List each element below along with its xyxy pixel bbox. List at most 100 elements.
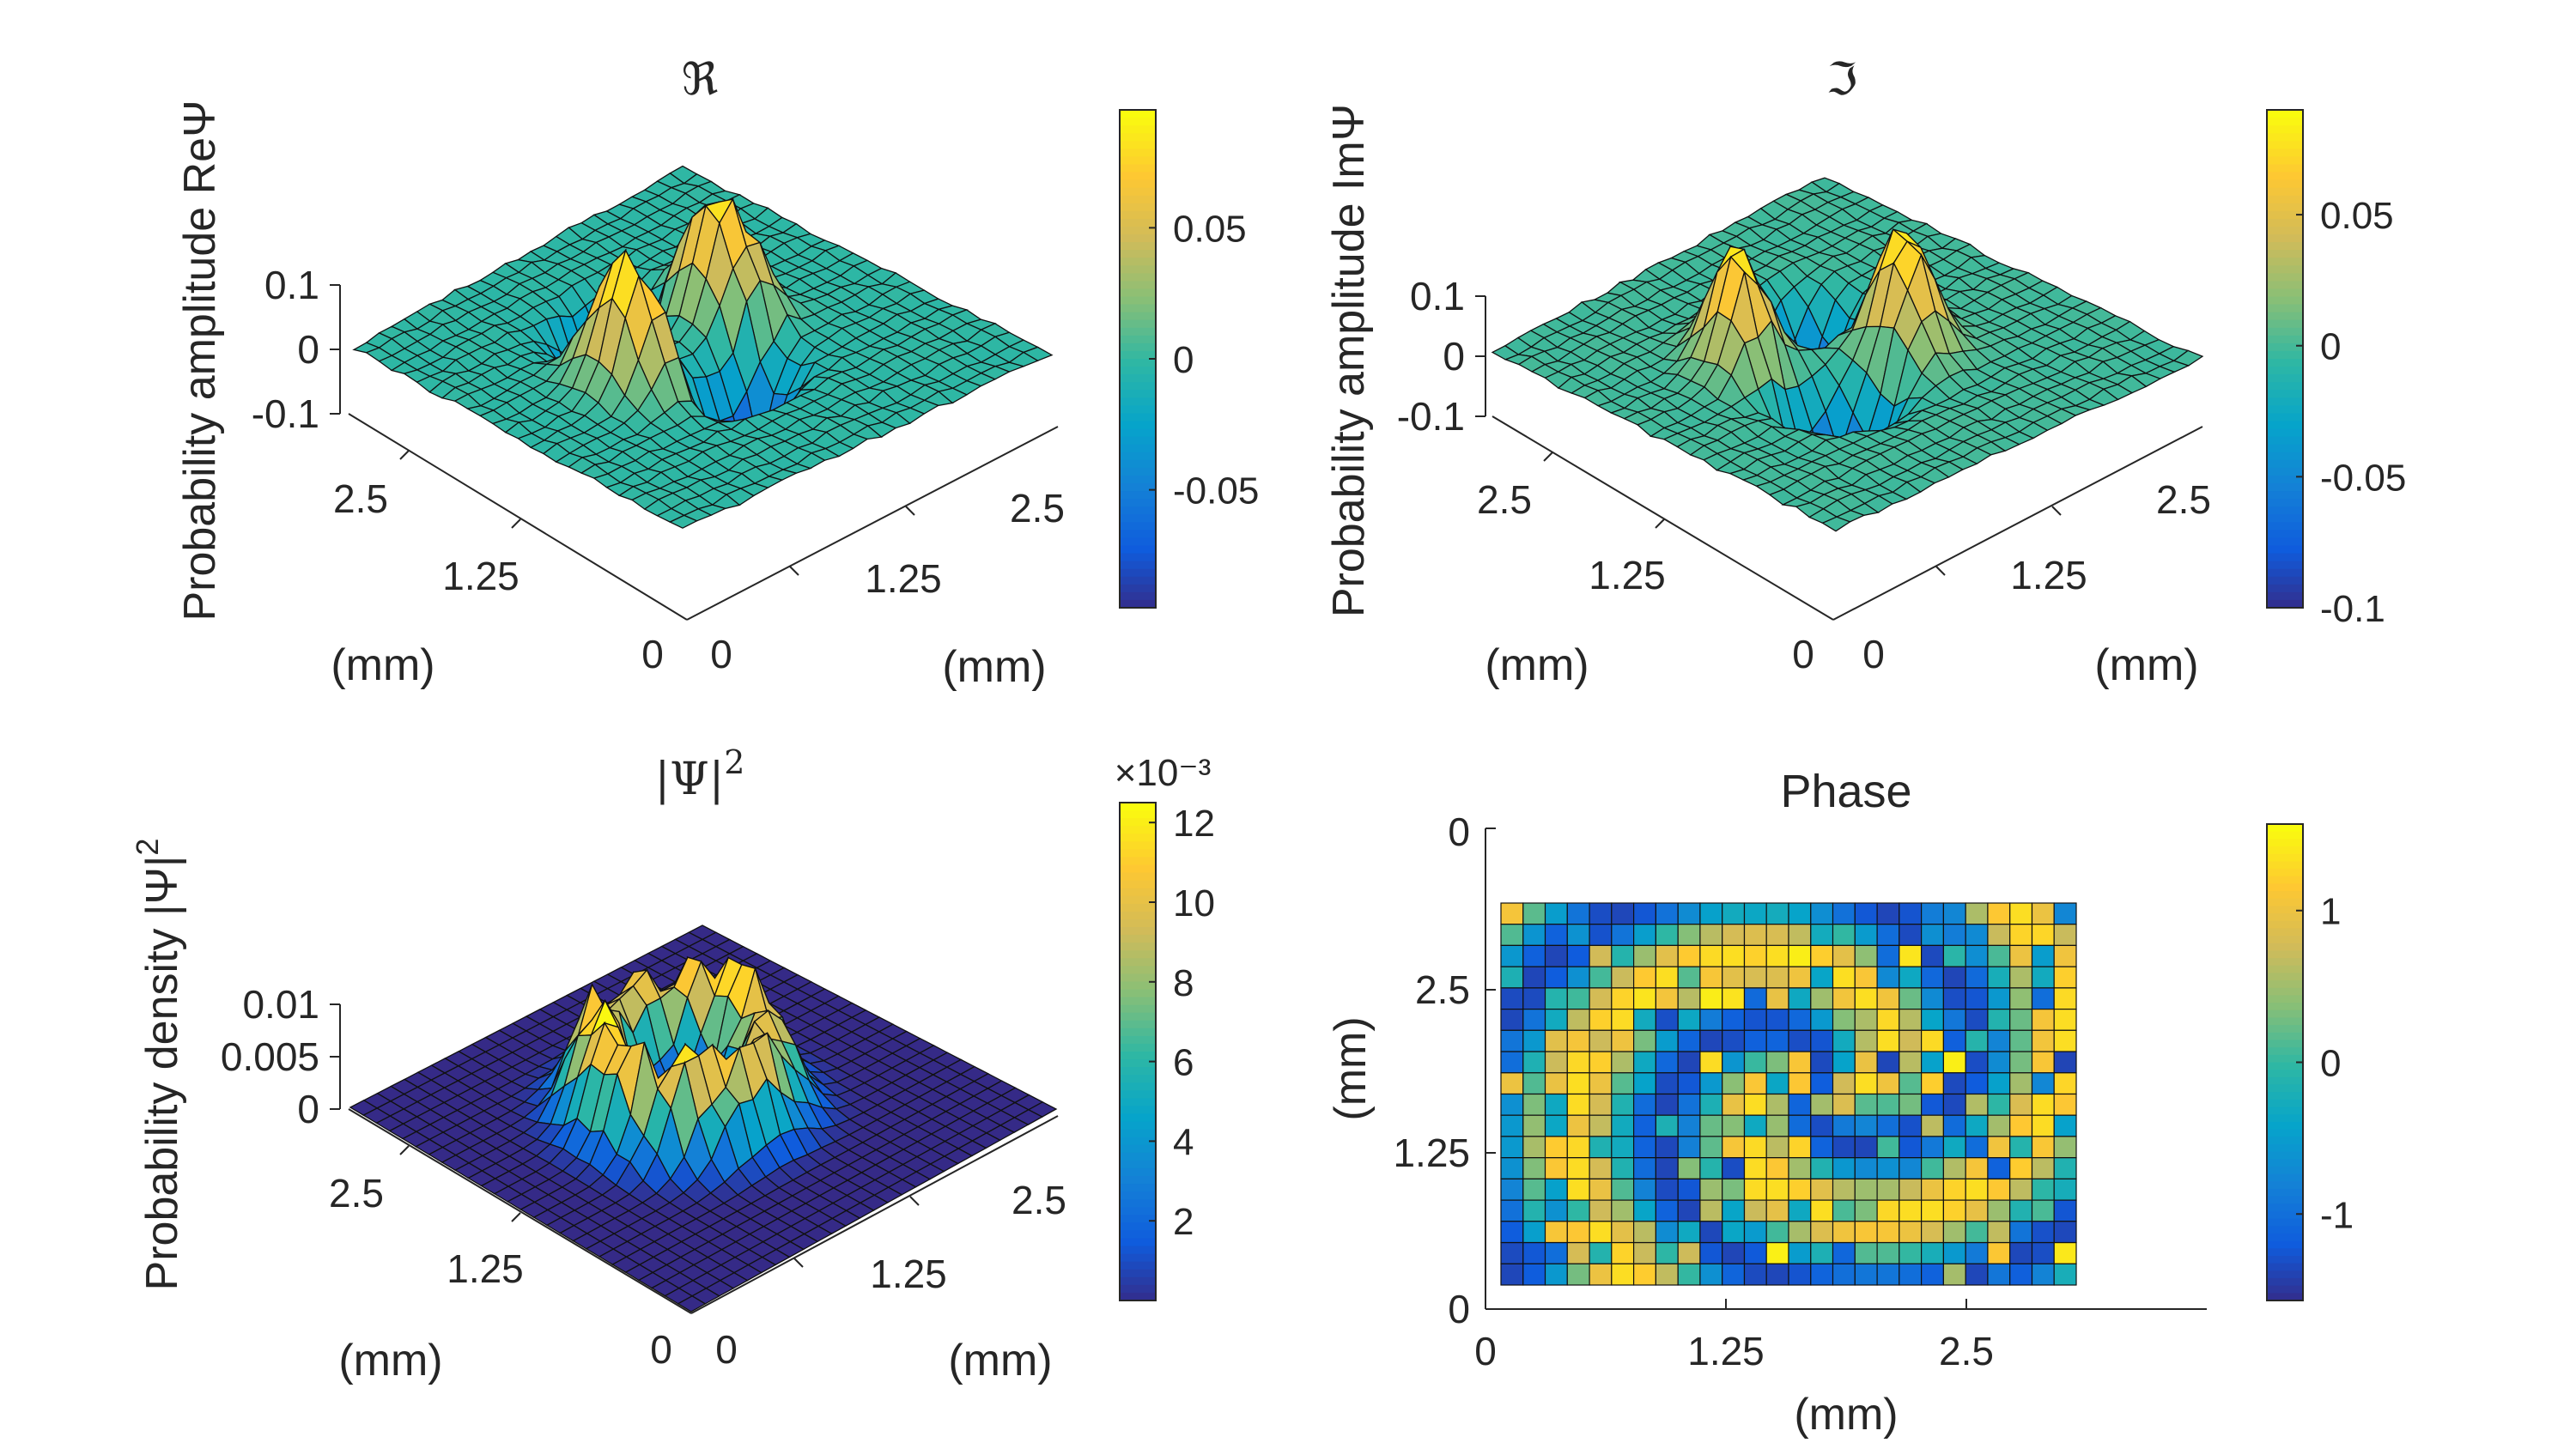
heatmap-cell bbox=[1632, 944, 1656, 967]
heatmap-cell bbox=[1500, 1157, 1524, 1179]
colorbar-swatch bbox=[2267, 421, 2303, 430]
heatmap-cell bbox=[1655, 1029, 1679, 1052]
heatmap-cell bbox=[2053, 1114, 2077, 1137]
heatmap-cell bbox=[1589, 944, 1613, 967]
heatmap-cell bbox=[1942, 1093, 1966, 1116]
heatmap-cell bbox=[2031, 1029, 2055, 1052]
z-axis-label: Probability amplitude ImΨ bbox=[1324, 104, 1374, 617]
surface-patch bbox=[1821, 516, 1851, 532]
colorbar-swatch bbox=[2267, 591, 2303, 601]
colorbar-swatch bbox=[2267, 405, 2303, 415]
heatmap-cell bbox=[1743, 1199, 1767, 1222]
heatmap-cell bbox=[1544, 1136, 1568, 1159]
heatmap-cell bbox=[1788, 1029, 1812, 1052]
colorbar-swatch bbox=[2267, 1270, 2303, 1279]
heatmap-cell bbox=[1522, 1072, 1546, 1095]
heatmap-cell bbox=[1500, 987, 1524, 1010]
heatmap-cell bbox=[1965, 1051, 1989, 1074]
colorbar-swatch bbox=[2267, 913, 2303, 922]
x-axis-label: (mm) bbox=[338, 1336, 442, 1385]
heatmap-cell bbox=[1544, 1263, 1568, 1286]
heatmap-cell bbox=[1810, 1199, 1834, 1222]
heatmap-cell bbox=[1632, 924, 1656, 946]
heatmap-cell bbox=[1722, 1051, 1746, 1074]
heatmap-cell bbox=[1589, 902, 1613, 925]
colorbar-tick-label: 8 bbox=[1173, 962, 1194, 1004]
heatmap-cell bbox=[1854, 1221, 1878, 1244]
colorbar-tick-label: 4 bbox=[1173, 1121, 1194, 1163]
heatmap-cell bbox=[1854, 987, 1878, 1010]
heatmap-cell bbox=[1765, 1114, 1789, 1137]
colorbar-swatch bbox=[2267, 1210, 2303, 1220]
heatmap-cell bbox=[1854, 1241, 1878, 1264]
colorbar-swatch bbox=[1120, 226, 1156, 235]
heatmap-cell bbox=[1655, 902, 1679, 925]
colorbar-swatch bbox=[2267, 928, 2303, 937]
heatmap-cell bbox=[2009, 1199, 2033, 1222]
colorbar-swatch bbox=[2267, 1137, 2303, 1145]
colorbar-swatch bbox=[2267, 242, 2303, 251]
colorbar-swatch bbox=[2267, 522, 2303, 531]
heatmap-cell bbox=[1921, 1072, 1945, 1095]
colorbar-swatch bbox=[1120, 1028, 1156, 1037]
colorbar-swatch bbox=[1120, 872, 1156, 882]
heatmap-cell bbox=[1987, 1178, 2011, 1201]
heatmap-cell bbox=[2053, 1008, 2077, 1031]
heatmap-cell bbox=[1765, 1199, 1789, 1222]
heatmap-cell bbox=[1632, 966, 1656, 989]
colorbar-swatch bbox=[2267, 898, 2303, 907]
colorbar-swatch bbox=[2267, 1032, 2303, 1041]
heatmap-cell bbox=[2009, 1178, 2033, 1201]
heatmap-cell bbox=[1589, 1051, 1613, 1074]
heatmap-cell bbox=[2009, 902, 2033, 925]
surface-patch bbox=[668, 514, 699, 529]
heatmap-cell bbox=[1699, 1263, 1723, 1286]
colorbar-swatch bbox=[1120, 950, 1156, 960]
colorbar-swatch bbox=[1120, 343, 1156, 352]
heatmap-cell bbox=[1566, 1178, 1590, 1201]
x-tick-label: 2.5 bbox=[1939, 1329, 1994, 1373]
heatmap-cell bbox=[1699, 1157, 1723, 1179]
heatmap-cell bbox=[1942, 1114, 1966, 1137]
heatmap-cell bbox=[1743, 1093, 1767, 1116]
colorbar-swatch bbox=[1120, 1035, 1156, 1045]
colorbar-swatch bbox=[2267, 413, 2303, 422]
heatmap-cell bbox=[1544, 1051, 1568, 1074]
colorbar-swatch bbox=[1120, 1215, 1156, 1224]
colorbar-swatch bbox=[1120, 818, 1156, 827]
colorbar-swatch bbox=[2267, 876, 2303, 885]
heatmap-cell bbox=[1921, 1029, 1945, 1052]
heatmap-cell bbox=[1522, 1178, 1546, 1201]
heatmap-cell bbox=[1699, 966, 1723, 989]
colorbar-swatch bbox=[1120, 141, 1156, 150]
colorbar-swatch bbox=[1120, 475, 1156, 484]
heatmap-cell bbox=[1699, 1241, 1723, 1264]
heatmap-cell bbox=[2053, 1221, 2077, 1244]
colorbar-tick-label: -0.1 bbox=[2320, 588, 2385, 630]
heatmap-cell bbox=[1722, 902, 1746, 925]
colorbar-swatch bbox=[1120, 382, 1156, 391]
heatmap-cell bbox=[1854, 924, 1878, 946]
colorbar-swatch bbox=[1120, 304, 1156, 313]
heatmap-cell bbox=[1876, 1051, 1900, 1074]
heatmap-cell bbox=[1876, 924, 1900, 946]
heatmap-cell bbox=[1677, 902, 1701, 925]
heatmap-cell bbox=[1987, 1029, 2011, 1052]
heatmap-cell bbox=[2053, 1178, 2077, 1201]
heatmap-cell bbox=[1589, 1241, 1613, 1264]
heatmap-cell bbox=[2009, 1263, 2033, 1286]
heatmap-cell bbox=[1655, 966, 1679, 989]
base-axes-real: 2.5 1.25 0 0 1.25 2.5 (mm) (mm) bbox=[331, 413, 1065, 692]
colorbar-swatch bbox=[1120, 958, 1156, 967]
heatmap-cell bbox=[1965, 1136, 1989, 1159]
heatmap-cell bbox=[1810, 1178, 1834, 1201]
heatmap-cell bbox=[1655, 1241, 1679, 1264]
heatmap-cell bbox=[1854, 1051, 1878, 1074]
heatmap-cell bbox=[1699, 1008, 1723, 1031]
heatmap-cell bbox=[2053, 1199, 2077, 1222]
colorbar-swatch bbox=[2267, 920, 2303, 930]
colorbar-swatch bbox=[1120, 335, 1156, 344]
heatmap-cell bbox=[1942, 1008, 1966, 1031]
heatmap-cell bbox=[1921, 1157, 1945, 1179]
colorbar-swatch bbox=[2267, 1017, 2303, 1026]
